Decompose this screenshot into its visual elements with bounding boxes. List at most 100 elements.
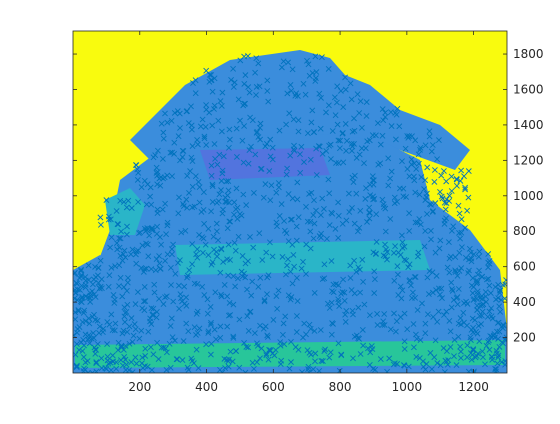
scatter-point (342, 120, 349, 127)
scatter-point (455, 202, 462, 209)
scatter-point (160, 301, 167, 308)
scatter-point (144, 241, 151, 248)
image-region-band (175, 240, 430, 275)
scatter-point (294, 179, 301, 186)
scatter-point (360, 342, 367, 349)
scatter-point (231, 199, 238, 206)
scatter-point (457, 343, 464, 350)
scatter-point (487, 290, 494, 297)
scatter-point (291, 142, 297, 149)
scatter-point (342, 74, 349, 81)
scatter-point (326, 354, 333, 361)
scatter-point (298, 143, 305, 150)
scatter-point (227, 257, 234, 263)
scatter-point (213, 228, 220, 235)
scatter-point (208, 340, 215, 347)
scatter-point (139, 242, 146, 249)
scatter-point (377, 356, 384, 363)
scatter-point (183, 196, 190, 203)
scatter-point (424, 311, 431, 318)
scatter-point (93, 346, 99, 353)
scatter-point (180, 338, 187, 345)
scatter-point (257, 322, 263, 329)
scatter-point (408, 156, 415, 163)
scatter-point (422, 142, 429, 149)
scatter-point (406, 228, 413, 234)
scatter-point (154, 223, 161, 230)
scatter-point (414, 219, 421, 226)
scatter-point (194, 136, 201, 143)
image-region-top (130, 50, 470, 170)
y-tick-label: 800 (513, 224, 536, 238)
scatter-point (153, 169, 160, 176)
scatter-point (300, 258, 306, 265)
scatter-point (247, 308, 254, 315)
scatter-point (440, 168, 447, 174)
scatter-point (474, 330, 481, 337)
scatter-point (394, 263, 401, 270)
scatter-point (303, 203, 309, 210)
scatter-point (469, 290, 476, 297)
scatter-point (399, 158, 405, 165)
scatter-point (413, 353, 420, 360)
scatter-point (76, 275, 83, 281)
scatter-point (321, 348, 328, 355)
scatter-point (421, 186, 428, 193)
scatter-point (82, 284, 89, 291)
scatter-point (455, 286, 462, 292)
scatter-point (218, 246, 225, 253)
scatter-point (461, 300, 467, 307)
scatter-point (253, 129, 260, 136)
scatter-point (116, 283, 122, 289)
scatter-point (292, 344, 299, 351)
x-tick-label: 400 (195, 380, 218, 394)
scatter-point (457, 315, 464, 322)
scatter-point (492, 368, 499, 373)
scatter-point (452, 269, 459, 275)
scatter-point (194, 141, 201, 148)
scatter-point (228, 76, 235, 83)
scatter-point (279, 253, 286, 260)
scatter-point (450, 296, 457, 303)
scatter-point (233, 153, 240, 160)
scatter-point (372, 132, 379, 139)
scatter-point (226, 136, 233, 143)
scatter-point (186, 189, 192, 196)
scatter-point (326, 142, 333, 149)
scatter-point (136, 335, 143, 342)
scatter-point (135, 199, 142, 205)
scatter-point (317, 327, 324, 333)
scatter-point (453, 176, 460, 183)
scatter-point (147, 184, 154, 191)
scatter-point (456, 229, 462, 236)
scatter-point (179, 154, 186, 161)
scatter-point (284, 90, 291, 97)
scatter-point (276, 212, 283, 219)
scatter-point (153, 314, 160, 321)
scatter-point (306, 369, 313, 373)
scatter-point (377, 141, 384, 148)
x-tick-label: 200 (128, 380, 151, 394)
scatter-point (427, 227, 434, 234)
scatter-point (348, 96, 355, 103)
scatter-point (342, 311, 349, 318)
scatter-point (220, 258, 227, 265)
scatter-point (415, 160, 422, 167)
scatter-point (129, 369, 136, 373)
scatter-point (267, 153, 274, 160)
scatter-point (406, 173, 413, 180)
scatter-point (79, 348, 86, 354)
scatter-point (255, 60, 262, 67)
scatter-point (288, 359, 294, 366)
scatter-point (380, 204, 387, 210)
scatter-point (445, 239, 452, 246)
scatter-point (346, 209, 353, 215)
scatter-point (156, 260, 163, 267)
scatter-point (206, 71, 213, 78)
scatter-point (497, 308, 504, 315)
scatter-point (119, 293, 126, 300)
scatter-point (154, 210, 161, 217)
scatter-point (277, 361, 284, 368)
scatter-point (411, 160, 418, 167)
scatter-point (428, 236, 434, 243)
